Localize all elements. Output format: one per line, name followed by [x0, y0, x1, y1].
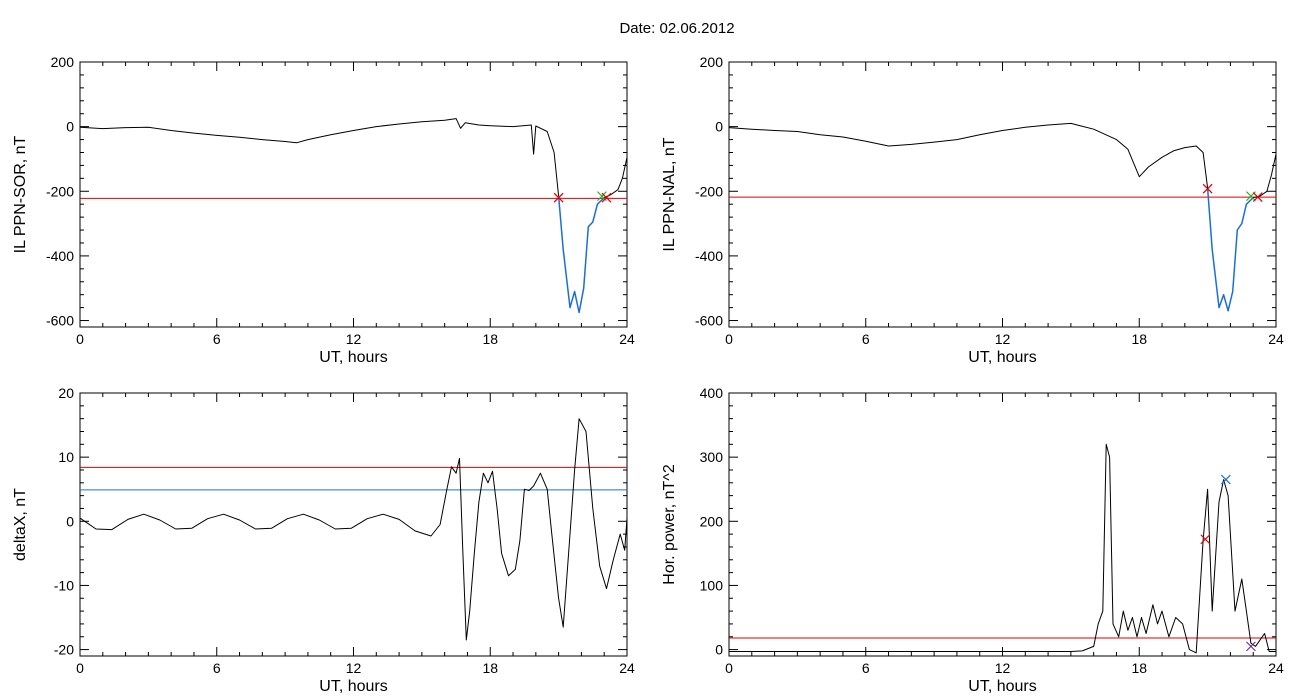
x-tick-label: 24 — [1268, 331, 1284, 347]
x-tick-label: 0 — [76, 660, 84, 676]
x-marker-red — [1202, 183, 1213, 194]
panel-p4: 0 6 12 18 24 400 300 200 100 0 UT, hours Hor. power… — [661, 385, 1284, 695]
x-tick-label: 6 — [862, 660, 870, 676]
y-tick-label: 300 — [700, 449, 724, 465]
x-tick-label: 12 — [346, 660, 362, 676]
x-tick-label: 0 — [725, 660, 733, 676]
date-title: Date: 02.06.2012 — [619, 20, 734, 37]
x-tick-label: 12 — [995, 331, 1011, 347]
x-tick-label: 18 — [482, 660, 498, 676]
y-tick-label: 0 — [66, 513, 74, 529]
series-line-1 — [557, 196, 605, 314]
series-line-0 — [729, 122, 1209, 189]
x-tick-label: 18 — [482, 331, 498, 347]
x-marker-blue — [1220, 474, 1231, 485]
y-tick-label: 200 — [51, 54, 75, 70]
y-tick-label: -400 — [695, 248, 723, 264]
y-tick-label: 0 — [66, 119, 74, 135]
series-line-0 — [80, 118, 560, 197]
plot-frame — [79, 61, 628, 328]
x-marker-red — [1252, 192, 1263, 203]
x-tick-label: 24 — [1268, 660, 1284, 676]
plot-frame — [79, 392, 628, 657]
x-tick-label: 24 — [619, 660, 635, 676]
panel-p1: 0 6 12 18 24 200 0 -200 -400 -600 UT, hours IL PPN-… — [12, 54, 635, 366]
x-tick-label: 6 — [213, 660, 221, 676]
y-axis-label: Hor. power, nT^2 — [661, 464, 678, 585]
x-marker-purple — [1246, 641, 1256, 652]
x-tick-label: 0 — [76, 331, 84, 347]
plot-area — [80, 118, 627, 314]
x-axis-label: UT, hours — [968, 678, 1036, 695]
plot-area — [729, 443, 1276, 654]
y-tick-label: 100 — [700, 577, 724, 593]
x-tick-label: 18 — [1131, 660, 1147, 676]
y-tick-label: 200 — [700, 54, 724, 70]
y-tick-label: 400 — [700, 385, 724, 401]
x-marker-red — [1200, 534, 1211, 545]
y-axis-label: IL PPN-NAL, nT — [661, 137, 678, 251]
panel-p2: 0 6 12 18 24 200 0 -200 -400 -600 UT, hours IL PPN-… — [661, 54, 1284, 366]
x-axis-label: UT, hours — [968, 349, 1036, 366]
x-tick-label: 12 — [995, 660, 1011, 676]
x-tick-label: 6 — [862, 331, 870, 347]
series-line-1 — [1206, 187, 1254, 312]
x-tick-label: 0 — [725, 331, 733, 347]
x-marker-red — [601, 192, 612, 203]
y-tick-label: 20 — [58, 385, 74, 401]
plot-frame — [728, 392, 1277, 657]
x-tick-label: 12 — [346, 331, 362, 347]
y-tick-label: -600 — [695, 313, 723, 329]
panel-p3: 0 6 12 18 24 20 10 0 -10 -20 UT, hours deltaX, nT — [12, 385, 635, 695]
y-axis-label: deltaX, nT — [12, 488, 29, 561]
plot-area — [80, 418, 627, 641]
y-tick-label: 0 — [715, 119, 723, 135]
y-tick-label: 200 — [700, 513, 724, 529]
y-tick-label: -200 — [695, 183, 723, 199]
x-tick-label: 6 — [213, 331, 221, 347]
x-axis-label: UT, hours — [319, 349, 387, 366]
plot-frame — [728, 61, 1277, 328]
x-marker-red — [553, 192, 564, 203]
x-tick-label: 24 — [619, 331, 635, 347]
series-line-0 — [729, 443, 1276, 654]
x-axis-label: UT, hours — [319, 678, 387, 695]
x-tick-label: 18 — [1131, 331, 1147, 347]
y-tick-label: -200 — [46, 183, 74, 199]
y-axis-label: IL PPN-SOR, nT — [12, 135, 29, 253]
y-tick-label: -10 — [54, 577, 74, 593]
y-tick-label: -600 — [46, 313, 74, 329]
y-tick-label: -400 — [46, 248, 74, 264]
y-tick-label: 10 — [58, 449, 74, 465]
y-tick-label: -20 — [54, 642, 74, 658]
plot-area — [729, 122, 1276, 312]
series-line-0 — [80, 418, 627, 641]
y-tick-label: 0 — [715, 642, 723, 658]
